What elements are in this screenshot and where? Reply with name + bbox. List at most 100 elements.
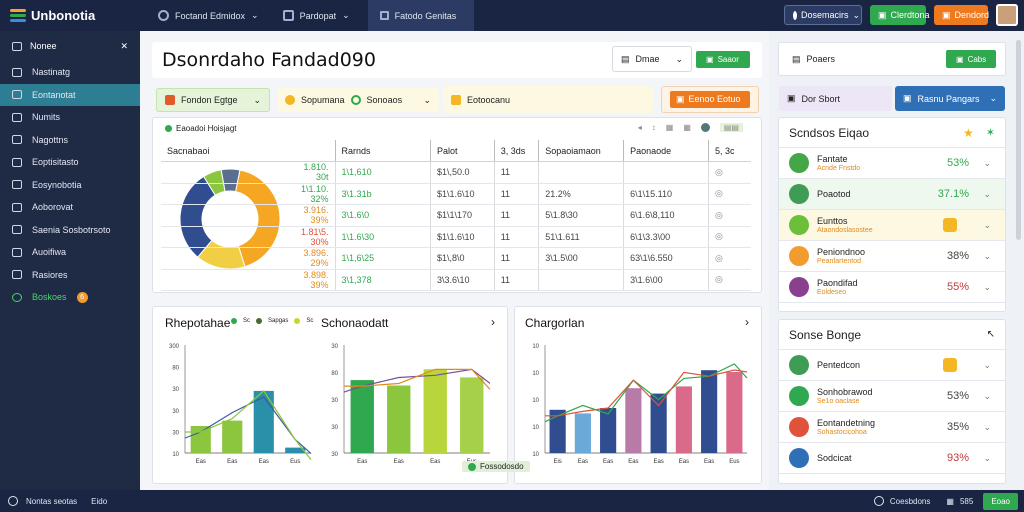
- sidebar-item-8[interactable]: Auoifiwa: [0, 241, 140, 264]
- close-icon[interactable]: ✕: [120, 40, 128, 51]
- bar[interactable]: [285, 447, 306, 453]
- column-header[interactable]: Sopaoiamaon: [538, 140, 624, 162]
- bar[interactable]: [600, 408, 617, 453]
- filter-alert[interactable]: ▣ Eenoo Eotuo: [661, 86, 759, 113]
- app-logo[interactable]: Unbonotia: [0, 8, 140, 23]
- right-tab-2[interactable]: ▣ Rasnu Pangars ⌄: [895, 86, 1005, 111]
- table-row[interactable]: 3.898. 39% 3\1,378 3\3.6\10 11 3\1.6\00 ◎: [161, 269, 751, 291]
- filter-box[interactable]: Fondon Egtge ⌄: [156, 88, 270, 112]
- column-header[interactable]: Palot: [430, 140, 495, 162]
- nav-tab-target[interactable]: Pardopat ⌄: [271, 0, 362, 31]
- bar[interactable]: [625, 388, 642, 453]
- sidebar-item-10[interactable]: Boskoes 6: [0, 286, 140, 309]
- column-header[interactable]: Sacnabaoi: [161, 140, 336, 162]
- right-button[interactable]: ▣ Cabs: [946, 50, 996, 68]
- sidebar-item-2[interactable]: Numits: [0, 106, 140, 129]
- column-header[interactable]: Paonaode: [623, 140, 709, 162]
- y-tick-label: 30: [331, 398, 338, 404]
- chevron-down-icon: ⌄: [253, 94, 261, 105]
- table-row[interactable]: 3.916. 39% 3\1.6\0 $1\1\170 11 5\1.8\30 6\1.6…: [161, 204, 751, 227]
- sidebar-item-3[interactable]: Nagottns: [0, 129, 140, 152]
- table-row[interactable]: 1.81\5. 30% 1\1.6\30 $1\1.6\10 11 51\1.611 6\…: [161, 226, 751, 248]
- list-item[interactable]: Eunttos Ataondoslasostee ⌄: [779, 210, 1005, 241]
- list-item[interactable]: Sodcicat 93% ⌄: [779, 443, 1005, 474]
- column-header[interactable]: Rarnds: [334, 140, 431, 162]
- list-item[interactable]: Eontandetning Sohastocicohoa 35% ⌄: [779, 412, 1005, 443]
- list-item[interactable]: Fantate Acnde Fnstdo 53% ⌄: [779, 148, 1005, 179]
- sidebar-item-5[interactable]: Eosynobotia: [0, 174, 140, 197]
- bar[interactable]: [222, 420, 243, 453]
- coin-icon[interactable]: [943, 358, 957, 372]
- list-item[interactable]: Pentedcon ⌄: [779, 350, 1005, 381]
- check-button[interactable]: ▣ Clerdtona: [870, 5, 930, 25]
- sort-icon[interactable]: ◂: [637, 123, 642, 132]
- nav-tab-dashboard[interactable]: Foctand Edmidox ⌄: [146, 0, 271, 31]
- chevron-down-icon[interactable]: ⌄: [983, 421, 991, 432]
- chevron-down-icon[interactable]: ⌄: [983, 452, 991, 463]
- grid-icon[interactable]: ▦: [665, 123, 674, 132]
- right-select[interactable]: ▤ Poaers: [784, 48, 884, 70]
- bar[interactable]: [350, 380, 374, 453]
- filter-coin[interactable]: Sopumana Sonoaos ⌄: [277, 88, 439, 112]
- bar[interactable]: [387, 385, 411, 454]
- list-item[interactable]: Peniondnoo Peanfartentod 38% ⌄: [779, 241, 1005, 272]
- alert-button[interactable]: ▣ Eenoo Eotuo: [670, 91, 750, 108]
- bar[interactable]: [549, 409, 566, 453]
- bar[interactable]: [701, 370, 718, 453]
- bar[interactable]: [650, 393, 667, 453]
- apply-button[interactable]: ▣ Saaor: [696, 51, 750, 68]
- star-icon[interactable]: ✶: [985, 127, 995, 139]
- pin-icon[interactable]: ↕: [651, 123, 656, 132]
- bar[interactable]: [253, 390, 274, 453]
- bar[interactable]: [190, 426, 211, 453]
- save-icon: ▣: [706, 55, 714, 64]
- filter-star[interactable]: Eotoocanu: [443, 86, 653, 113]
- list-item[interactable]: Poaotod 37.1% ⌄: [779, 179, 1005, 210]
- scrollbar[interactable]: [1016, 40, 1021, 240]
- sidebar-item-9[interactable]: Rasiores: [0, 264, 140, 287]
- bar[interactable]: [726, 372, 743, 453]
- list-item[interactable]: Sonhobrawod Se1o oaclase 53% ⌄: [779, 381, 1005, 412]
- sidebar-item-4[interactable]: Eoptisitasto: [0, 151, 140, 174]
- nav-tab-grid[interactable]: Fatodo Genitas: [367, 0, 474, 31]
- data-table: Sacnabaoi Rarnds Palot 3, 3ds Sopaoiamaon Pao…: [161, 140, 751, 291]
- sidebar-item-1[interactable]: Eontanotat: [0, 83, 140, 106]
- chevron-down-icon[interactable]: ⌄: [983, 219, 991, 230]
- arrow-icon[interactable]: ↖: [986, 329, 995, 340]
- sidebar-item-6[interactable]: Aoborovat: [0, 196, 140, 219]
- sidebar-item-7[interactable]: Saenia Sosbotrsoto: [0, 219, 140, 242]
- table-row[interactable]: 1.810. 30t 1\1,610 $1\,50.0 11 ◎: [161, 161, 751, 184]
- status-button[interactable]: Eoao: [983, 492, 1018, 510]
- sidebar-item-0[interactable]: Nastinatg: [0, 61, 140, 84]
- chevron-down-icon[interactable]: ⌄: [983, 390, 991, 401]
- table-row[interactable]: 1\1.10. 32% 3\1.31b $1\1.6\10 11 21.2% 6\1\15…: [161, 183, 751, 205]
- globe-button[interactable]: Dosemacirs ⌄: [784, 5, 862, 25]
- range-select[interactable]: ▤ Dmae ⌄: [612, 46, 692, 72]
- chevron-down-icon[interactable]: ⌄: [983, 157, 991, 168]
- refresh-icon[interactable]: [700, 123, 710, 132]
- star-icon[interactable]: ★: [963, 125, 974, 140]
- coin-icon[interactable]: [943, 218, 957, 232]
- chevron-right-icon[interactable]: ›: [745, 315, 749, 329]
- y-tick-label: 10: [532, 398, 539, 404]
- chevron-down-icon[interactable]: ⌄: [983, 250, 991, 261]
- chevron-down-icon: ⌄: [852, 9, 861, 20]
- avatar[interactable]: [996, 4, 1018, 26]
- list-item[interactable]: Paondifad Eoldeseo 55% ⌄: [779, 272, 1005, 303]
- chevron-right-icon[interactable]: ›: [491, 315, 495, 329]
- bar[interactable]: [460, 377, 484, 453]
- bell-button[interactable]: ▣ Dendord: [934, 5, 989, 25]
- table-row[interactable]: 3.896. 29% 1\1,6\25 $1\,8\0 11 3\1.5\00 63\1\…: [161, 247, 751, 270]
- bar[interactable]: [675, 386, 692, 453]
- chevron-down-icon[interactable]: ⌄: [983, 281, 991, 292]
- column-header[interactable]: 5, 3c: [708, 140, 751, 162]
- grid-icon[interactable]: ▦: [683, 123, 691, 132]
- chevron-down-icon[interactable]: ⌄: [983, 188, 991, 199]
- bar[interactable]: [423, 369, 447, 453]
- column-header[interactable]: 3, 3ds: [493, 140, 539, 162]
- chevron-down-icon[interactable]: ⌄: [983, 359, 991, 370]
- export-icon[interactable]: ▤▤: [719, 123, 743, 132]
- bar[interactable]: [574, 413, 591, 453]
- right-tab-1[interactable]: ▣ Dor Sbort: [779, 86, 892, 111]
- table-cell: $1\1.6\10: [430, 183, 495, 205]
